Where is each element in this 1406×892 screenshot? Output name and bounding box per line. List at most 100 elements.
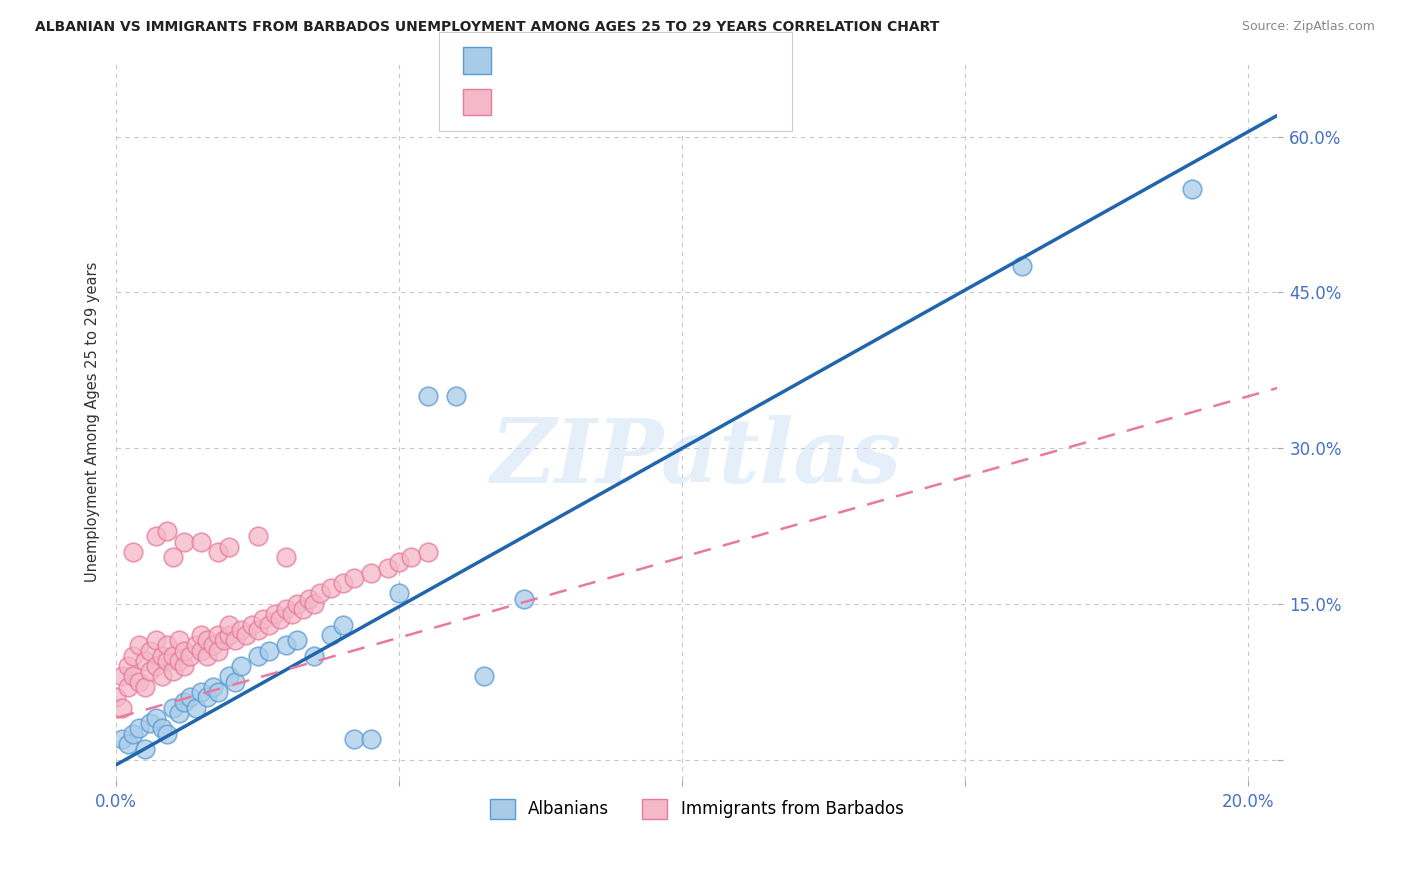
Point — [263, 607, 285, 622]
Legend: Albanians, Immigrants from Barbados: Albanians, Immigrants from Barbados — [482, 792, 910, 826]
Point — [173, 695, 195, 709]
Point — [513, 591, 536, 606]
Point — [105, 690, 128, 705]
Point — [1011, 260, 1033, 274]
Point — [179, 648, 201, 663]
Point — [150, 669, 173, 683]
Point — [111, 731, 134, 746]
Point — [218, 617, 240, 632]
Point — [304, 648, 326, 663]
Point — [162, 648, 184, 663]
Point — [134, 680, 156, 694]
Point — [190, 534, 212, 549]
Point — [321, 628, 343, 642]
Point — [399, 550, 422, 565]
Point — [122, 545, 145, 559]
Point — [332, 576, 354, 591]
Point — [184, 638, 207, 652]
Point — [257, 617, 280, 632]
Point — [224, 633, 246, 648]
Point — [257, 643, 280, 657]
Point — [235, 628, 257, 642]
Point — [167, 654, 190, 668]
Point — [184, 700, 207, 714]
Point — [1181, 181, 1204, 195]
Point — [472, 669, 495, 683]
Text: N =: N = — [627, 54, 664, 73]
Point — [156, 654, 179, 668]
Text: 0.824: 0.824 — [551, 54, 599, 73]
Text: R =: R = — [503, 54, 540, 73]
Y-axis label: Unemployment Among Ages 25 to 29 years: Unemployment Among Ages 25 to 29 years — [86, 262, 100, 582]
Point — [167, 633, 190, 648]
Point — [195, 690, 218, 705]
Point — [212, 633, 235, 648]
Point — [274, 550, 297, 565]
Point — [128, 674, 150, 689]
Point — [190, 643, 212, 657]
Point — [195, 648, 218, 663]
Point — [173, 659, 195, 673]
Point — [304, 597, 326, 611]
Point — [332, 617, 354, 632]
Point — [218, 669, 240, 683]
Point — [416, 389, 439, 403]
Point — [117, 737, 139, 751]
Point — [274, 602, 297, 616]
Point — [298, 591, 321, 606]
Point — [173, 643, 195, 657]
Point — [122, 726, 145, 740]
Point — [252, 612, 274, 626]
Point — [156, 638, 179, 652]
Point — [117, 659, 139, 673]
Point — [281, 607, 304, 622]
Point — [139, 643, 162, 657]
Point — [145, 711, 167, 725]
Point — [207, 545, 229, 559]
Text: ALBANIAN VS IMMIGRANTS FROM BARBADOS UNEMPLOYMENT AMONG AGES 25 TO 29 YEARS CORR: ALBANIAN VS IMMIGRANTS FROM BARBADOS UNE… — [35, 20, 939, 34]
Point — [377, 560, 399, 574]
Point — [145, 633, 167, 648]
Point — [207, 643, 229, 657]
Point — [156, 524, 179, 538]
Point — [274, 638, 297, 652]
Point — [179, 690, 201, 705]
Point — [224, 674, 246, 689]
Point — [139, 665, 162, 679]
Point — [218, 540, 240, 554]
Point — [201, 680, 224, 694]
Text: 37: 37 — [675, 54, 696, 73]
Text: ZIPatlas: ZIPatlas — [491, 415, 903, 501]
Point — [292, 602, 315, 616]
Point — [122, 669, 145, 683]
Point — [134, 742, 156, 756]
Point — [269, 612, 291, 626]
Point — [117, 680, 139, 694]
Point — [167, 706, 190, 720]
Point — [201, 638, 224, 652]
Point — [309, 586, 332, 600]
Text: 0.275: 0.275 — [551, 96, 599, 114]
Text: Source: ZipAtlas.com: Source: ZipAtlas.com — [1241, 20, 1375, 33]
Point — [134, 654, 156, 668]
Point — [229, 623, 252, 637]
Point — [150, 648, 173, 663]
Point — [162, 700, 184, 714]
Point — [444, 389, 467, 403]
Point — [190, 628, 212, 642]
Point — [195, 633, 218, 648]
Text: R =: R = — [503, 96, 540, 114]
Point — [162, 665, 184, 679]
Point — [218, 628, 240, 642]
Point — [388, 555, 411, 569]
Point — [388, 586, 411, 600]
Point — [190, 685, 212, 699]
Text: 71: 71 — [675, 96, 696, 114]
Point — [111, 700, 134, 714]
Point — [360, 566, 382, 580]
Point — [156, 726, 179, 740]
Point — [128, 638, 150, 652]
Point — [173, 534, 195, 549]
Point — [246, 529, 269, 543]
Point — [128, 722, 150, 736]
